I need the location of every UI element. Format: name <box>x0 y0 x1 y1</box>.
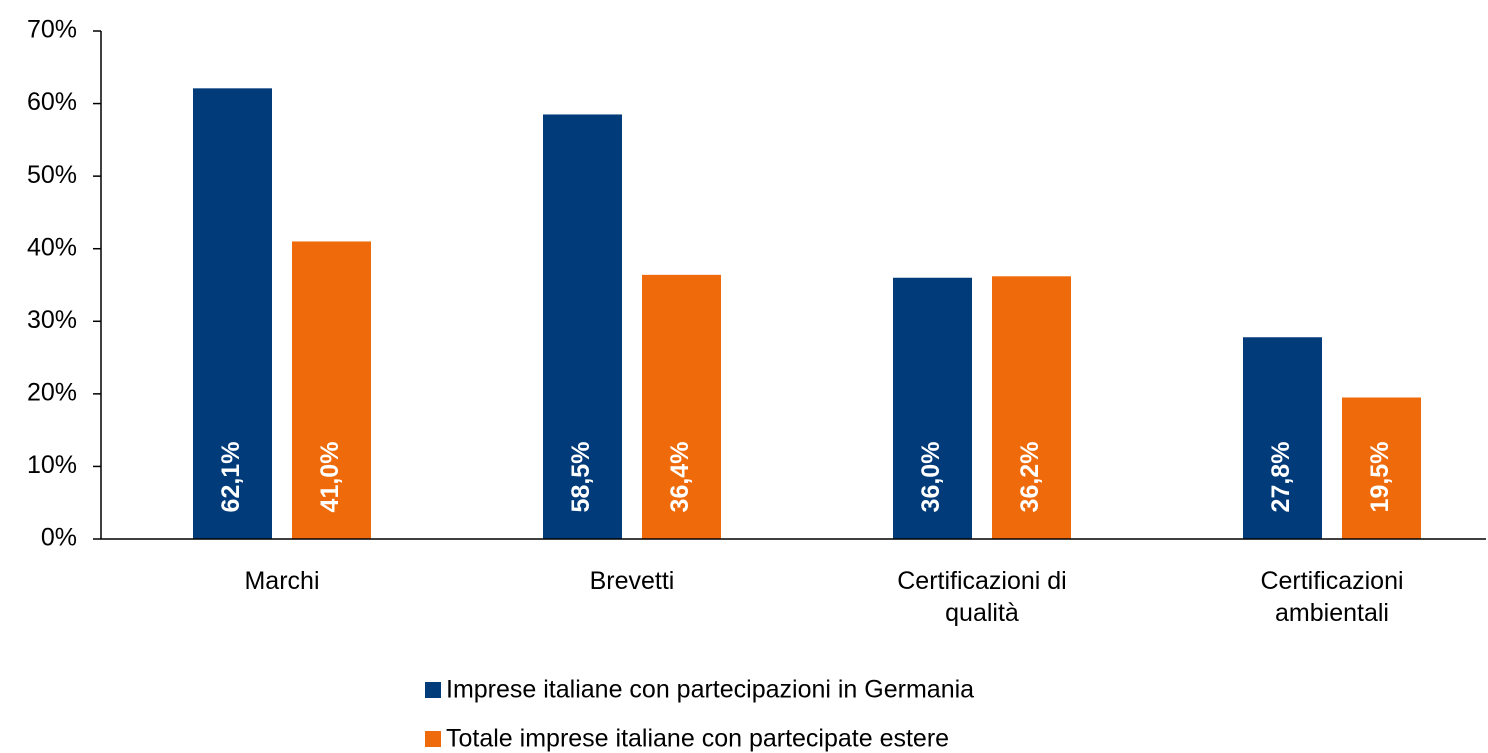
legend-swatch <box>425 682 441 698</box>
value-label: 58,5% <box>567 442 595 513</box>
value-label: 62,1% <box>217 442 245 513</box>
x-tick-label: Certificazioni di qualità <box>897 567 1067 627</box>
value-label: 36,2% <box>1016 442 1044 513</box>
legend-label: Totale imprese italiane con partecipate … <box>446 725 949 753</box>
x-tick-label: Certificazioni ambientali <box>1260 567 1404 627</box>
value-label: 19,5% <box>1366 442 1394 513</box>
legend-label: Imprese italiane con partecipazioni in G… <box>446 676 974 704</box>
bar <box>1243 337 1322 539</box>
y-tick-label: 50% <box>27 161 77 189</box>
x-tick-label: Brevetti <box>589 567 675 595</box>
legend-swatch <box>425 731 441 747</box>
y-tick-label: 30% <box>27 306 77 334</box>
value-label: 27,8% <box>1267 442 1295 513</box>
bar <box>992 276 1071 539</box>
y-tick-label: 40% <box>27 233 77 261</box>
value-label: 41,0% <box>316 442 344 513</box>
value-label: 36,0% <box>917 442 945 513</box>
bar <box>893 277 972 539</box>
y-tick-label: 70% <box>27 16 77 44</box>
y-tick-label: 10% <box>27 451 77 479</box>
value-label: 36,4% <box>666 442 694 513</box>
y-tick-label: 20% <box>27 378 77 406</box>
bar <box>193 88 272 540</box>
bar <box>292 241 371 539</box>
bar <box>543 114 622 539</box>
y-tick-label: 60% <box>27 88 77 116</box>
x-tick-label: Marchi <box>244 567 320 595</box>
y-tick-label: 0% <box>41 524 77 552</box>
bar <box>642 274 721 539</box>
bar <box>1342 397 1421 539</box>
